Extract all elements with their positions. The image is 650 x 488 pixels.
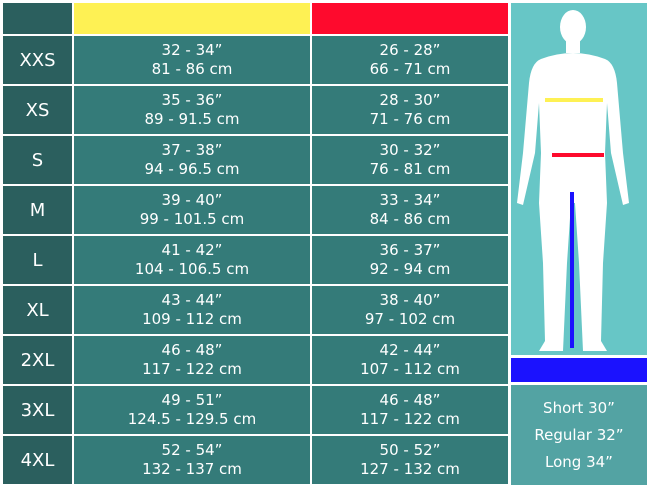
chest-cm: 81 - 86 cm <box>151 60 233 78</box>
waist-inches: 28 - 30” <box>379 91 441 109</box>
waist-color-header <box>312 3 508 34</box>
waist-cm: 66 - 71 cm <box>369 60 451 78</box>
waist-cm: 76 - 81 cm <box>369 160 451 178</box>
inseam-long: Long 34” <box>545 452 613 471</box>
waist-cell: 26 - 28” 66 - 71 cm <box>312 36 508 84</box>
chest-cm: 104 - 106.5 cm <box>134 260 250 278</box>
chest-cm: 132 - 137 cm <box>142 460 242 478</box>
chest-cell: 32 - 34” 81 - 86 cm <box>74 36 310 84</box>
waist-cell: 28 - 30” 71 - 76 cm <box>312 86 508 134</box>
waist-inches: 50 - 52” <box>379 441 441 459</box>
waist-cm: 71 - 76 cm <box>369 110 451 128</box>
size-label: 4XL <box>3 436 72 484</box>
size-label: XL <box>3 286 72 334</box>
size-label: 3XL <box>3 386 72 434</box>
chest-cell: 35 - 36” 89 - 91.5 cm <box>74 86 310 134</box>
chest-inches: 41 - 42” <box>161 241 223 259</box>
chest-cell: 43 - 44” 109 - 112 cm <box>74 286 310 334</box>
waist-cell: 50 - 52” 127 - 132 cm <box>312 436 508 484</box>
chest-inches: 39 - 40” <box>161 191 223 209</box>
chest-inches: 37 - 38” <box>161 141 223 159</box>
waist-inches: 33 - 34” <box>379 191 441 209</box>
waist-inches: 46 - 48” <box>379 391 441 409</box>
chest-cell: 39 - 40” 99 - 101.5 cm <box>74 186 310 234</box>
size-label: XS <box>3 86 72 134</box>
waist-cm: 92 - 94 cm <box>369 260 451 278</box>
inseam-short: Short 30” <box>543 398 615 417</box>
waist-line <box>552 153 604 157</box>
waist-inches: 30 - 32” <box>379 141 441 159</box>
waist-inches: 36 - 37” <box>379 241 441 259</box>
waist-cell: 38 - 40” 97 - 102 cm <box>312 286 508 334</box>
body-figure <box>511 3 647 355</box>
chest-line <box>545 98 603 102</box>
waist-cell: 46 - 48” 117 - 122 cm <box>312 386 508 434</box>
chest-inches: 49 - 51” <box>161 391 223 409</box>
waist-inches: 26 - 28” <box>379 41 441 59</box>
chest-cell: 41 - 42” 104 - 106.5 cm <box>74 236 310 284</box>
chest-inches: 32 - 34” <box>161 41 223 59</box>
chest-cm: 117 - 122 cm <box>142 360 242 378</box>
chest-inches: 35 - 36” <box>161 91 223 109</box>
chest-color-header <box>74 3 310 34</box>
chest-cell: 46 - 48” 117 - 122 cm <box>74 336 310 384</box>
inseam-regular: Regular 32” <box>534 425 624 444</box>
chest-cell: 52 - 54” 132 - 137 cm <box>74 436 310 484</box>
size-label: S <box>3 136 72 184</box>
waist-cm: 97 - 102 cm <box>364 310 456 328</box>
chest-inches: 52 - 54” <box>161 441 223 459</box>
waist-cell: 33 - 34” 84 - 86 cm <box>312 186 508 234</box>
chest-cell: 37 - 38” 94 - 96.5 cm <box>74 136 310 184</box>
chest-cm: 109 - 112 cm <box>142 310 242 328</box>
chest-cm: 124.5 - 129.5 cm <box>127 410 257 428</box>
size-label: M <box>3 186 72 234</box>
waist-cell: 36 - 37” 92 - 94 cm <box>312 236 508 284</box>
chest-cm: 94 - 96.5 cm <box>144 160 240 178</box>
chest-cm: 99 - 101.5 cm <box>139 210 245 228</box>
waist-cell: 30 - 32” 76 - 81 cm <box>312 136 508 184</box>
chest-inches: 43 - 44” <box>161 291 223 309</box>
inseam-color-bar <box>511 358 647 382</box>
waist-cm: 84 - 86 cm <box>369 210 451 228</box>
waist-cm: 127 - 132 cm <box>360 460 460 478</box>
waist-inches: 38 - 40” <box>379 291 441 309</box>
waist-cm: 117 - 122 cm <box>360 410 460 428</box>
header-corner <box>3 3 72 34</box>
inseam-lengths: Short 30” Regular 32” Long 34” <box>511 385 647 485</box>
chest-cell: 49 - 51” 124.5 - 129.5 cm <box>74 386 310 434</box>
waist-cell: 42 - 44” 107 - 112 cm <box>312 336 508 384</box>
size-label: 2XL <box>3 336 72 384</box>
chest-inches: 46 - 48” <box>161 341 223 359</box>
waist-cm: 107 - 112 cm <box>360 360 460 378</box>
chest-cm: 89 - 91.5 cm <box>144 110 240 128</box>
inseam-line <box>570 192 574 348</box>
size-label: L <box>3 236 72 284</box>
waist-inches: 42 - 44” <box>379 341 441 359</box>
size-label: XXS <box>3 36 72 84</box>
